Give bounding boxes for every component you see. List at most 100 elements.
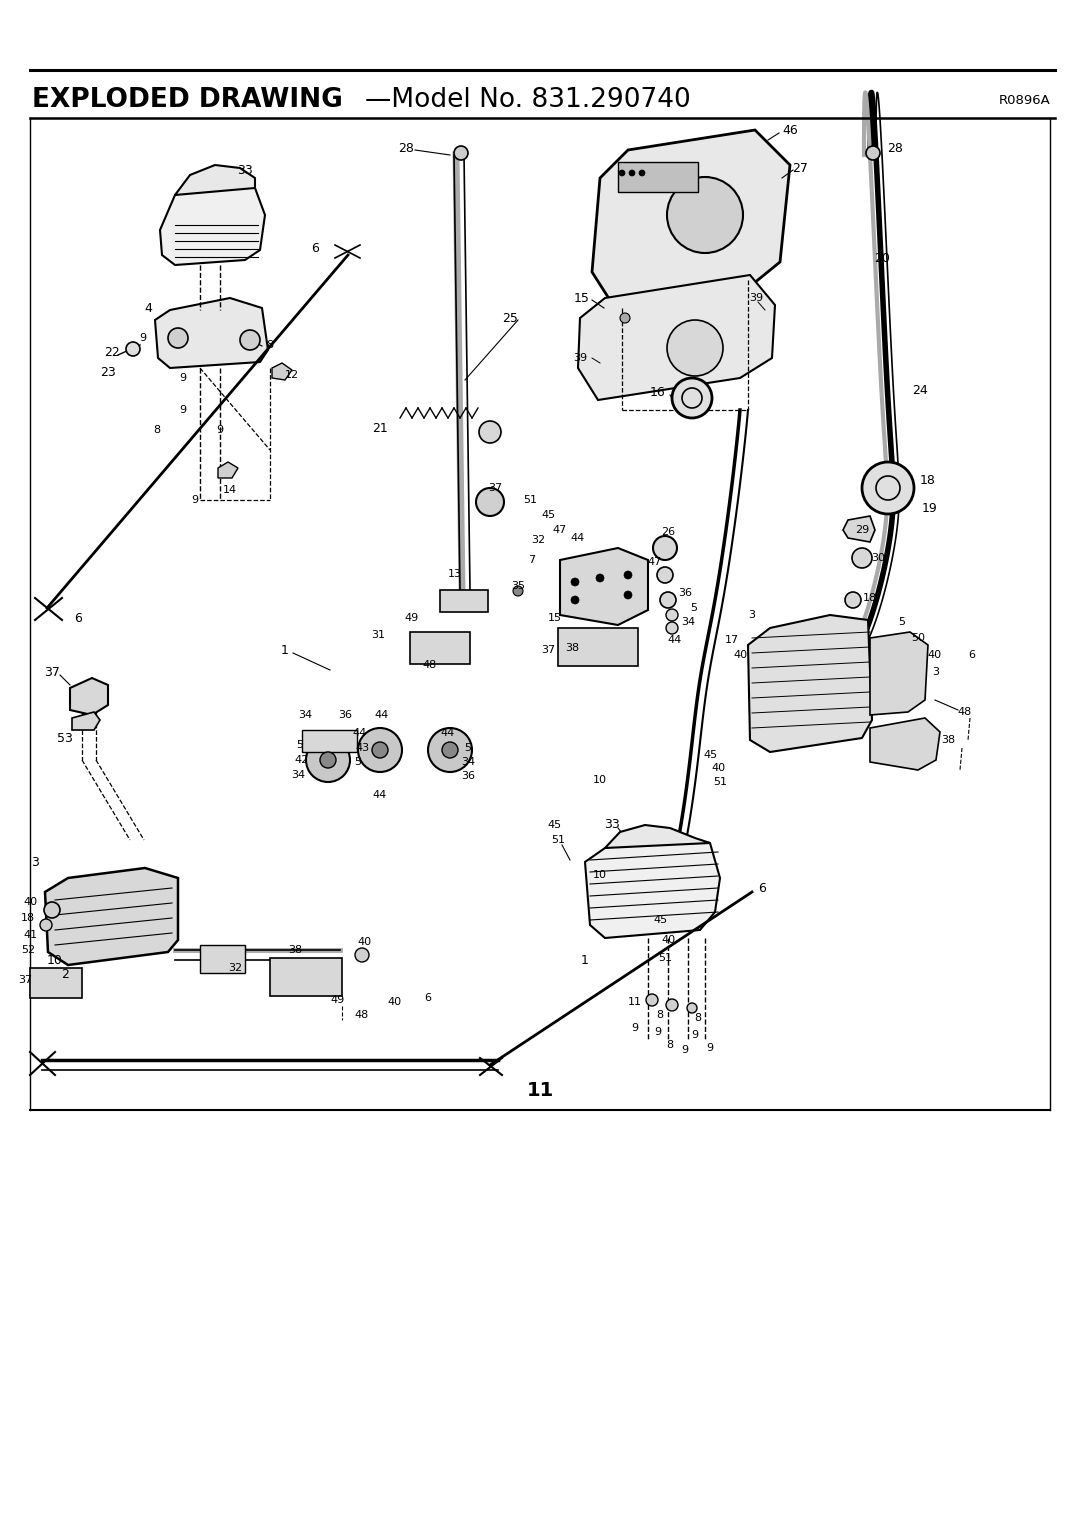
Text: 37: 37	[488, 483, 502, 493]
Text: 32: 32	[228, 964, 242, 973]
Circle shape	[624, 592, 632, 599]
Circle shape	[40, 919, 52, 931]
Bar	[30, 968, 82, 998]
Text: 51: 51	[551, 835, 565, 845]
Text: 18: 18	[21, 913, 35, 924]
Text: 48: 48	[958, 707, 972, 716]
Text: 27: 27	[792, 161, 808, 175]
Text: 40: 40	[357, 938, 373, 947]
Circle shape	[44, 902, 60, 918]
Circle shape	[672, 378, 712, 418]
Circle shape	[667, 320, 723, 377]
Text: 50: 50	[912, 633, 924, 642]
Text: 9: 9	[191, 495, 199, 506]
Circle shape	[667, 177, 743, 254]
Text: 23: 23	[100, 366, 116, 380]
Circle shape	[624, 572, 632, 579]
Text: 6: 6	[969, 650, 975, 659]
Text: 40: 40	[928, 650, 942, 659]
Text: 40: 40	[733, 650, 747, 659]
Text: 1: 1	[581, 953, 589, 967]
Circle shape	[240, 330, 260, 350]
Polygon shape	[561, 549, 648, 626]
Polygon shape	[45, 868, 178, 965]
Text: 1: 1	[281, 644, 289, 656]
Circle shape	[619, 171, 625, 177]
Text: 10: 10	[593, 870, 607, 881]
Circle shape	[355, 948, 369, 962]
Text: 28: 28	[887, 141, 903, 155]
Text: 22: 22	[104, 346, 120, 360]
Text: 38: 38	[941, 735, 955, 745]
Circle shape	[126, 343, 140, 357]
Text: 48: 48	[423, 659, 437, 670]
Text: 45: 45	[548, 821, 562, 830]
Text: 37: 37	[44, 667, 59, 679]
Bar	[410, 632, 470, 664]
Text: 9: 9	[139, 334, 147, 343]
Polygon shape	[592, 131, 789, 307]
Circle shape	[666, 999, 678, 1011]
Text: 25: 25	[502, 312, 518, 324]
Text: 36: 36	[678, 589, 692, 598]
Circle shape	[306, 738, 350, 782]
Text: R0896A: R0896A	[998, 94, 1050, 106]
Text: 21: 21	[373, 421, 388, 435]
Text: 6: 6	[424, 993, 432, 1004]
Polygon shape	[218, 463, 238, 478]
Circle shape	[666, 622, 678, 633]
Circle shape	[845, 592, 861, 609]
Text: 8: 8	[657, 1010, 663, 1021]
Text: 2: 2	[62, 968, 69, 982]
Text: 39: 39	[748, 294, 764, 303]
Text: 38: 38	[565, 642, 579, 653]
Text: 11: 11	[526, 1081, 554, 1099]
Text: 42: 42	[295, 755, 309, 765]
Circle shape	[372, 742, 388, 758]
Text: 17: 17	[725, 635, 739, 646]
Text: 6: 6	[758, 882, 766, 895]
Text: 15: 15	[548, 613, 562, 622]
Polygon shape	[72, 712, 100, 730]
Text: 18: 18	[863, 593, 877, 603]
Text: 10: 10	[48, 953, 63, 967]
Text: 5: 5	[464, 742, 472, 753]
Text: 5: 5	[297, 739, 303, 750]
Text: 41: 41	[23, 930, 37, 941]
Circle shape	[657, 567, 673, 583]
Text: 9: 9	[706, 1044, 714, 1053]
Text: 18: 18	[920, 473, 936, 487]
Polygon shape	[585, 835, 720, 938]
Polygon shape	[272, 363, 292, 380]
Text: 11: 11	[627, 998, 642, 1007]
Text: 37: 37	[18, 974, 32, 985]
Text: 3: 3	[932, 667, 940, 676]
Text: 45: 45	[653, 915, 667, 925]
Text: 9: 9	[179, 373, 187, 383]
Circle shape	[687, 1004, 697, 1013]
Text: 33: 33	[238, 163, 253, 177]
Text: 8: 8	[666, 1041, 674, 1050]
Text: 5: 5	[899, 616, 905, 627]
Circle shape	[480, 421, 501, 443]
Circle shape	[320, 752, 336, 768]
Text: 40: 40	[388, 998, 402, 1007]
Circle shape	[852, 549, 872, 569]
Circle shape	[646, 994, 658, 1007]
Text: 7: 7	[528, 555, 536, 566]
Text: 10: 10	[593, 775, 607, 785]
Text: 51: 51	[658, 953, 672, 964]
Bar	[618, 161, 698, 192]
Circle shape	[639, 171, 645, 177]
Text: 36: 36	[461, 772, 475, 781]
Text: 49: 49	[405, 613, 419, 622]
Text: 44: 44	[667, 635, 683, 646]
Bar	[270, 958, 342, 996]
Text: 30: 30	[870, 553, 885, 563]
Bar	[440, 590, 488, 612]
Text: 45: 45	[541, 510, 555, 520]
Circle shape	[571, 596, 579, 604]
Text: 34: 34	[291, 770, 305, 779]
Text: 47: 47	[648, 556, 662, 567]
Text: 4: 4	[144, 301, 152, 315]
